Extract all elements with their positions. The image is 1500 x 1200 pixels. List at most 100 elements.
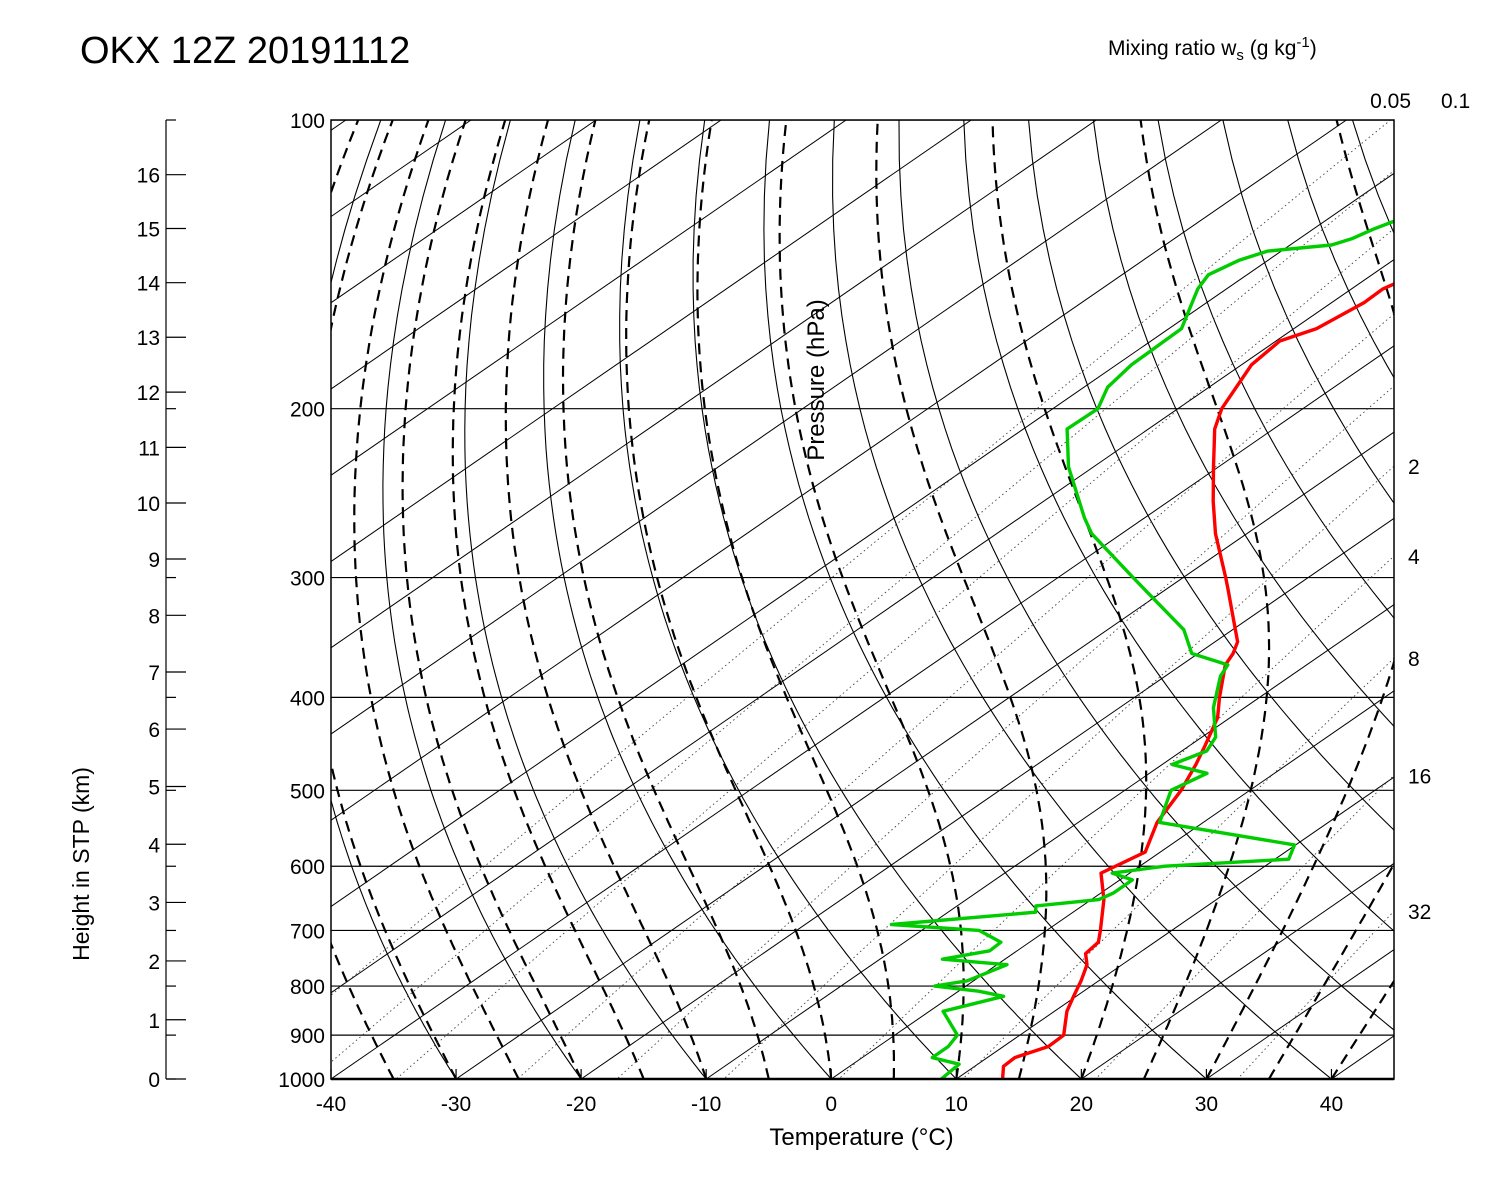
mixing-right-label: 4 xyxy=(1408,546,1420,569)
moist-adiabat xyxy=(991,120,1148,1079)
moist-adiabat xyxy=(353,120,520,1079)
dry-adiabat xyxy=(1028,120,1394,831)
height-tick-label: 14 xyxy=(137,273,161,296)
x-tick-label: 0 xyxy=(825,1093,837,1116)
isotherm-line xyxy=(1081,862,1394,1079)
height-tick-label: 7 xyxy=(148,662,160,685)
mixing-ratio-line xyxy=(962,657,1394,1079)
dry-adiabat xyxy=(1482,120,1500,1099)
height-tick-label: 10 xyxy=(137,493,160,516)
dry-adiabat xyxy=(543,120,832,1079)
pressure-tick-label: 600 xyxy=(290,856,325,879)
isotherm-line xyxy=(331,120,1347,821)
isotherm-line xyxy=(331,259,1394,994)
moist-adiabat xyxy=(696,120,895,1079)
dry-adiabat xyxy=(1417,120,1500,1099)
pressure-tick-label: 100 xyxy=(290,110,325,133)
isotherm-line xyxy=(331,120,972,563)
mixing-ratio-title: Mixing ratio ws (g kg-1) xyxy=(1108,34,1317,64)
mixing-ratio-line xyxy=(516,313,1394,1079)
moist-adiabat xyxy=(1139,120,1271,1079)
height-axis-label: Height in STP (km) xyxy=(68,767,94,961)
isotherm-line xyxy=(455,431,1394,1079)
mixing-ratio-line xyxy=(395,228,1394,1079)
dry-adiabat xyxy=(382,120,582,1079)
dry-adiabat xyxy=(464,120,707,1079)
height-tick-label: 5 xyxy=(148,777,160,800)
height-tick-label: 0 xyxy=(148,1069,160,1092)
height-tick-label: 13 xyxy=(137,327,160,350)
height-tick-label: 6 xyxy=(148,719,160,742)
x-tick-label: 40 xyxy=(1320,1093,1343,1116)
series-temperature xyxy=(1000,282,1394,1079)
dry-adiabat xyxy=(1092,120,1394,728)
series-dewpoint xyxy=(889,219,1394,1079)
isotherm-line xyxy=(580,517,1394,1079)
mixing-ratio-line xyxy=(331,120,1391,996)
dry-adiabat xyxy=(619,120,958,1079)
mixing-title-sup: -1 xyxy=(1296,34,1310,51)
x-axis-label: Temperature (°C) xyxy=(769,1124,953,1151)
mixing-top-label: 0.05 xyxy=(1370,90,1411,113)
x-tick-label: -20 xyxy=(566,1093,596,1116)
mixing-title-suffix: ) xyxy=(1309,37,1317,60)
isotherm-line xyxy=(331,120,1222,735)
sounding-series xyxy=(889,219,1394,1079)
moist-adiabat xyxy=(331,120,395,1079)
dry-adiabat xyxy=(763,120,1208,1079)
x-tick-label: 10 xyxy=(945,1093,968,1116)
mixing-ratio-line xyxy=(838,555,1394,1079)
chart-title: OKX 12Z 20191112 xyxy=(80,30,411,72)
isotherm-line xyxy=(0,120,221,1079)
height-tick-label: 16 xyxy=(137,165,160,188)
isotherm-line xyxy=(705,604,1394,1079)
background-lines xyxy=(0,120,1500,1099)
isotherm-line xyxy=(331,345,1394,1079)
pressure-tick-label: 900 xyxy=(290,1025,325,1048)
pressure-tick-label: 300 xyxy=(290,568,325,591)
moist-adiabat xyxy=(1267,861,1394,1079)
moist-adiabat xyxy=(1393,1077,1394,1079)
isotherm-line xyxy=(331,120,847,476)
moist-adiabat xyxy=(331,120,458,1079)
height-tick-label: 15 xyxy=(137,219,160,242)
height-tick-label: 12 xyxy=(137,382,160,405)
height-tick-label: 3 xyxy=(148,892,160,915)
mixing-ratio-line xyxy=(723,465,1394,1079)
pressure-tick-label: 1000 xyxy=(278,1069,325,1092)
pressure-tick-label: 500 xyxy=(290,780,325,803)
mixing-top-label: 0.1 xyxy=(1441,90,1470,113)
mixing-right-label: 32 xyxy=(1408,901,1431,924)
dry-adiabat xyxy=(963,120,1394,932)
isotherm-line xyxy=(331,120,1097,649)
dry-adiabat xyxy=(331,120,457,1079)
dry-adiabat xyxy=(331,1077,332,1079)
mixing-title-prefix: Mixing ratio w xyxy=(1108,37,1237,60)
height-tick-label: 8 xyxy=(148,605,160,628)
moist-adiabat xyxy=(1205,120,1394,1079)
moist-adiabat xyxy=(625,120,833,1079)
x-tick-label: -10 xyxy=(691,1093,721,1116)
height-tick-label: 2 xyxy=(148,951,160,974)
isotherm-line xyxy=(956,776,1394,1079)
pressure-tick-label: 400 xyxy=(290,687,325,710)
moist-adiabat xyxy=(1330,979,1394,1079)
isotherm-line xyxy=(331,120,722,390)
pressure-tick-label: 800 xyxy=(290,976,325,999)
pressure-tick-label: 200 xyxy=(290,399,325,422)
mixing-ratio-line xyxy=(331,170,1394,1063)
dry-adiabat xyxy=(1351,120,1394,235)
moist-adiabat xyxy=(561,120,770,1079)
mixing-title-sub: s xyxy=(1236,47,1244,65)
mixing-right-label: 8 xyxy=(1408,648,1420,671)
dry-adiabat xyxy=(898,120,1394,1031)
dry-adiabat xyxy=(832,120,1333,1079)
height-tick-label: 9 xyxy=(148,549,160,572)
x-tick-label: -40 xyxy=(316,1093,346,1116)
moist-adiabat xyxy=(778,120,965,1079)
isotherm-line xyxy=(331,120,597,304)
mixing-right-label: 2 xyxy=(1408,456,1420,479)
x-tick-label: 30 xyxy=(1195,1093,1218,1116)
